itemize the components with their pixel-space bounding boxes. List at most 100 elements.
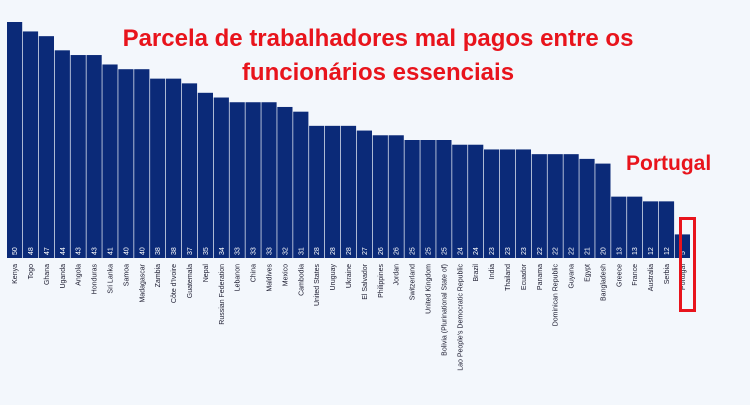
category-label: Ghana [44,264,51,285]
bar-value-label: 40 [123,247,130,255]
category-label: Switzerland [410,264,417,300]
category-label: Guatemala [187,264,194,298]
bar-value-label: 25 [410,247,417,255]
bar-value-label: 28 [346,247,353,255]
bar-value-label: 23 [505,247,512,255]
bar-value-label: 38 [155,247,162,255]
bar [674,234,690,258]
bar-value-label: 23 [521,247,528,255]
bar-value-label: 23 [489,247,496,255]
bar-value-label: 48 [28,247,35,255]
category-label: Nepal [203,264,210,283]
bar [245,102,261,259]
category-label: Australia [648,264,655,291]
bar-value-label: 50 [12,247,19,255]
category-label: Serbia [664,264,671,284]
category-label: Zambia [155,264,162,287]
bar [484,149,500,258]
bar [420,140,436,258]
bar [579,158,595,258]
bar [229,102,245,259]
category-label: Philippines [378,264,385,298]
bar [181,83,198,258]
bar [499,149,516,258]
bar [563,154,579,258]
bar-value-label: 20 [600,247,607,255]
bar [118,69,134,258]
highlight-box [679,217,696,312]
bar [468,144,484,258]
bar [404,140,420,258]
category-label: Dominican Republic [553,264,560,327]
bar-value-label: 40 [139,247,146,255]
category-label: Sri Lanka [108,264,115,294]
bar [213,97,229,259]
highlight-label: Portugal [626,152,712,175]
bar [38,36,54,258]
bar-value-label: 33 [235,247,242,255]
bar-value-label: 33 [251,247,258,255]
category-label: Togo [28,264,35,279]
bar-value-label: 43 [76,247,83,255]
bar-value-label: 25 [441,247,448,255]
category-label: France [632,264,639,286]
chart-title: Parcela de trabalhadores mal pagos entre… [122,25,634,86]
bar-value-label: 13 [616,247,623,255]
bar [340,125,357,258]
category-label: Lebanon [235,264,242,291]
bar [372,135,388,258]
bar-value-label: 32 [282,247,289,255]
bar [22,31,39,258]
category-label: Ukraine [346,264,353,288]
bar-value-label: 25 [426,247,433,255]
bar [436,140,452,258]
category-label: Thailand [505,264,512,291]
category-label: Guyana [569,264,576,289]
category-label: Brazil [473,264,480,282]
bar-value-label: 12 [648,247,655,255]
bar [658,201,675,258]
bar [86,55,102,258]
bar [134,69,150,258]
bar-value-label: 41 [108,247,115,255]
bar-value-label: 26 [394,247,401,255]
bar [627,196,643,258]
category-label: Kenya [12,264,19,284]
bar-value-label: 33 [267,247,274,255]
category-label: Lao People's Democratic Republic [457,264,464,371]
bar-value-label: 5 [680,251,687,255]
bar [643,201,659,258]
bar-value-label: 38 [171,247,178,255]
bar [7,22,23,258]
bar [309,125,325,258]
bar-value-label: 28 [314,247,321,255]
bar-value-label: 44 [60,247,67,255]
bar [70,55,86,258]
bar-value-label: 37 [187,247,194,255]
category-label: Uganda [60,264,67,289]
bar [531,154,547,258]
category-label: Uruguay [330,264,337,291]
category-label: United States [314,264,321,307]
bar-value-label: 24 [457,247,464,255]
bar-value-label: 13 [632,247,639,255]
category-label: Portugal [680,264,687,291]
bar [356,130,372,258]
category-label: Bangladesh [600,264,607,301]
bar-value-label: 43 [92,247,99,255]
bar-value-label: 27 [362,247,369,255]
category-label: El Salvador [362,263,369,299]
bar-value-label: 47 [44,247,51,255]
bar-value-label: 34 [219,247,226,255]
bar-value-label: 24 [473,247,480,255]
category-label: Côte d'Ivoire [171,264,178,303]
bar [452,144,468,258]
bar-value-label: 35 [203,247,210,255]
bar [150,78,166,258]
bar [515,149,531,258]
category-label: Russian Federation [219,264,226,325]
category-label: Samoa [123,264,130,286]
bar [54,50,70,258]
